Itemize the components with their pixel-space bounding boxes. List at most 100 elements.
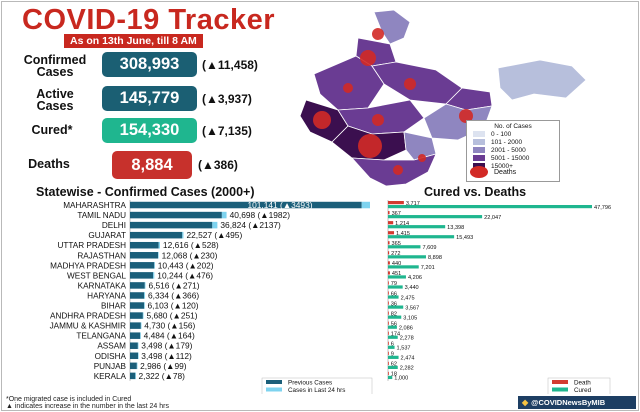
cured-bar [388, 265, 419, 269]
death-value-label: 56 [391, 321, 397, 327]
bar-segment-last24h [137, 342, 139, 349]
death-bubble [372, 114, 384, 126]
bar-segment-last24h [144, 282, 146, 289]
active-label: Active Cases [36, 87, 74, 113]
credit-handle: @COVIDNewsByMIB [531, 398, 606, 407]
category-label: PUNJAB [94, 362, 127, 371]
data-label: 4,730 (▲156) [144, 321, 195, 331]
cured-value-label: 2,278 [400, 335, 414, 341]
cured-value-label: 2,086 [399, 325, 413, 331]
bar-segment-previous [130, 302, 145, 309]
legend-label: Cured [574, 387, 592, 394]
bar-segment-previous [130, 282, 145, 289]
death-value-label: 174 [391, 331, 400, 337]
cured-bar [388, 305, 404, 309]
category-label: KERALA [94, 372, 127, 381]
bar-segment-previous [130, 252, 159, 259]
death-value-label: 1,214 [395, 221, 409, 227]
cured-value-label: 2,474 [401, 356, 415, 362]
death-bubble [459, 109, 473, 123]
cured-value-label: 4,206 [408, 275, 422, 281]
page-subtitle: As on 13th June, till 8 AM [64, 34, 203, 48]
death-bar [388, 331, 389, 335]
confirmed-label: Confirmed Cases [23, 53, 87, 79]
death-value-label: 6 [391, 342, 394, 348]
category-label: TAMIL NADU [77, 211, 126, 220]
map-legend-swatch [473, 131, 485, 137]
legend-swatch [552, 387, 568, 392]
page-title: COVID-19 Tracker [22, 4, 276, 36]
cured-deaths-title: Cured vs. Deaths [424, 185, 527, 199]
death-value-label: 82 [391, 311, 397, 317]
death-value-label: 3,717 [406, 201, 420, 207]
category-label: ASSAM [97, 342, 126, 351]
active-value: 145,779 [102, 86, 197, 111]
cured-value-label: 1,537 [397, 346, 411, 352]
bar-segment-previous [130, 231, 183, 239]
death-dot-icon [470, 166, 488, 178]
bar-segment-last24h [158, 252, 159, 259]
bar-segment-last24h [140, 332, 141, 339]
bar-segment-last24h [154, 262, 155, 269]
cured-value-label: 8,898 [428, 255, 442, 261]
cured-value-label: 3,567 [405, 305, 419, 311]
death-bar [388, 321, 389, 325]
death-value-label: 62 [391, 362, 397, 368]
legend-swatch [552, 380, 568, 384]
bar-segment-last24h [144, 302, 145, 309]
bar-segment-previous [130, 332, 141, 339]
cured-bar [388, 285, 403, 289]
cured-bar [388, 335, 398, 339]
death-value-label: 440 [392, 261, 401, 267]
death-bubble [313, 111, 331, 129]
cured-value-label: 7,201 [421, 265, 435, 271]
cured-bar [388, 215, 483, 219]
bar-segment-last24h [136, 362, 138, 370]
death-value-label: 36 [391, 301, 397, 307]
cured-value-label: 13,398 [447, 225, 464, 231]
death-bar [388, 351, 389, 355]
bar-segment-previous [130, 372, 136, 380]
death-bubble [372, 28, 384, 40]
category-label: UTTAR PRADESH [57, 241, 126, 250]
map-legend-title: No. of Cases [494, 123, 532, 130]
death-value-label: 365 [392, 241, 401, 247]
death-bar [388, 211, 390, 215]
data-label: 2,322 (▲78) [139, 371, 186, 381]
bar-segment-previous [130, 262, 155, 269]
india-map [299, 9, 587, 186]
cured-bar [388, 315, 402, 319]
bar-segment-last24h [135, 372, 136, 380]
bar-segment-previous [130, 211, 222, 219]
cured-bar [388, 235, 455, 239]
bar-segment-last24h [144, 292, 146, 299]
deaths-delta: (▲386) [198, 158, 238, 172]
map-legend-item: 101 - 2000 [473, 138, 559, 146]
statewise-chart: MAHARASHTRA 101,141 (▲3493) TAMIL NADU 40,6… [50, 200, 373, 394]
cured-value-label: 2,282 [400, 366, 414, 372]
death-value-label: 9 [391, 352, 394, 358]
cured-value-label: 2,475 [401, 295, 415, 301]
bar-segment-last24h [182, 231, 184, 239]
category-label: MADHYA PRADESH [50, 261, 126, 270]
cured-value-label: 22,047 [484, 215, 501, 221]
cured-bar [388, 355, 399, 359]
death-bar [388, 281, 389, 285]
cured-bar [388, 375, 393, 380]
death-bar [388, 201, 404, 205]
death-bar [388, 251, 390, 255]
bar-segment-previous [130, 362, 137, 370]
bar-segment-previous [130, 241, 159, 249]
bar-segment-last24h [138, 352, 139, 360]
category-label: BIHAR [101, 302, 126, 311]
category-label: JAMMU & KASHMIR [50, 322, 127, 331]
death-value-label: 1,415 [396, 231, 410, 237]
cured-value-label: 3,440 [405, 285, 419, 291]
bar-segment-last24h [221, 211, 227, 219]
bar-segment-last24h [142, 312, 144, 319]
category-label: KARNATAKA [78, 281, 127, 290]
category-label: TELANGANA [76, 332, 126, 341]
legend-label: Death [574, 380, 591, 387]
death-value-label: 367 [392, 211, 401, 217]
